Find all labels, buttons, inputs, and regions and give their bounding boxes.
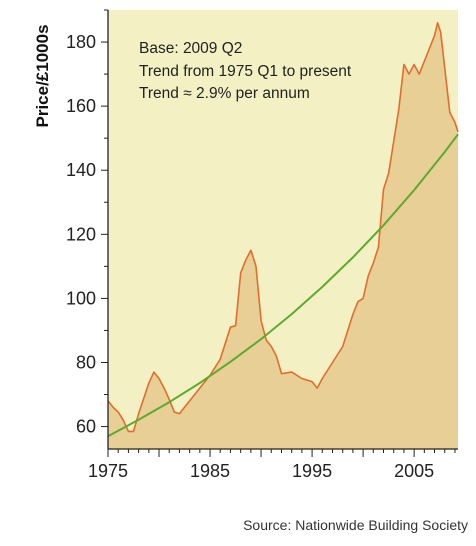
price-line: [107, 21, 459, 433]
y-tick-label: 100: [66, 288, 96, 308]
y-tick-label: 140: [66, 160, 96, 180]
y-axis-label: Price/£1000s: [33, 24, 52, 127]
trend-line: [107, 133, 459, 438]
series-layer: [107, 21, 459, 450]
source-note: Source: Nationwide Building Society: [243, 517, 468, 533]
annotation-trend-rate: Trend ≈ 2.9% per annum: [139, 85, 310, 102]
annotation-trend-range: Trend from 1975 Q1 to present: [139, 63, 352, 80]
x-tick-label: 1995: [292, 461, 332, 481]
y-tick-label: 60: [76, 417, 96, 437]
axis-layer: 60 80 100 120 140 160 180 1975 1985 1995 2005: [66, 9, 458, 481]
annotation-block: Base: 2009 Q2 Trend from 1975 Q1 to pres…: [139, 40, 352, 102]
y-tick-label: 80: [76, 352, 96, 372]
y-tick-label: 120: [66, 224, 96, 244]
y-tick-label: 160: [66, 96, 96, 116]
price-area: [108, 22, 458, 450]
x-tick-label: 1985: [190, 461, 230, 481]
y-tick-label: 180: [66, 32, 96, 52]
annotation-base: Base: 2009 Q2: [139, 40, 242, 57]
x-tick-label: 2005: [394, 461, 434, 481]
x-tick-label: 1975: [88, 461, 128, 481]
